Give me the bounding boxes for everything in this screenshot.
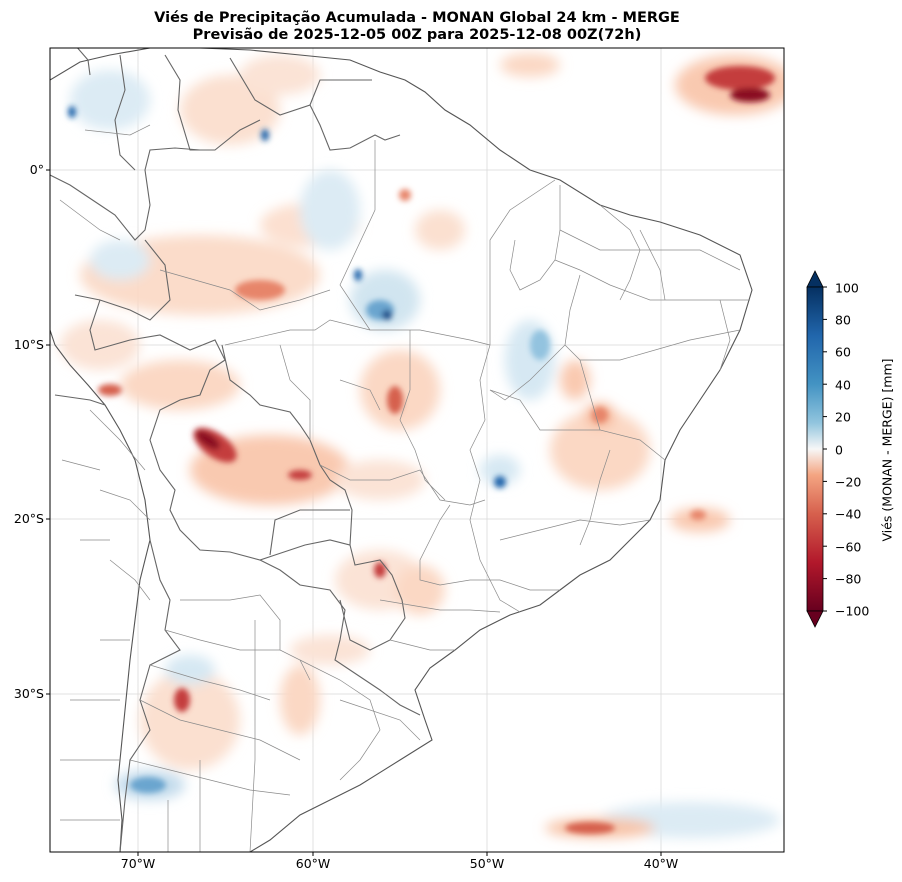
colorbar-tick-80: 80 [835,312,851,328]
lat-label-30s: 30°S [13,686,44,701]
colorbar-tick-40: 40 [835,377,851,393]
lat-label-20s: 20°S [13,511,44,526]
gridlines [50,48,784,852]
colorbar-tick-100: 100 [835,280,859,296]
lon-label-70w: 70°W [120,856,156,871]
colorbar-gradient [806,286,824,612]
lon-label-60w: 60°W [295,856,331,871]
colorbar-label: Viés (MONAN - MERGE) [mm] [879,358,895,542]
state-borders [59,124,750,852]
colorbar-tick-neg40: −40 [835,506,862,522]
colorbar-tick-20: 20 [835,409,851,425]
map-frame [49,47,785,853]
lon-label-50w: 50°W [469,856,505,871]
colorbar-extend-min [806,610,824,628]
colorbar-tick-neg20: −20 [835,474,862,490]
lon-label-40w: 40°W [643,856,679,871]
colorbar-tick-0: 0 [835,442,843,458]
colorbar-ticks [823,286,827,612]
colorbar-tick-neg60: −60 [835,539,862,555]
colorbar-extend-max [806,270,824,288]
colorbar-tick-neg80: −80 [835,571,862,587]
map-title-line1: Viés de Precipitação Acumulada - MONAN G… [154,10,680,26]
colorbar [806,270,827,628]
colorbar-tick-neg100: −100 [835,603,870,619]
lat-label-10s: 10°S [13,337,44,352]
map-title-line2: Previsão de 2025-12-05 00Z para 2025-12-… [192,27,642,43]
bias-field-cores [68,66,775,834]
colorbar-tick-60: 60 [835,344,851,360]
lat-label-0: 0° [29,162,44,177]
continent-outline [50,48,753,852]
axis-ticks [46,169,662,856]
